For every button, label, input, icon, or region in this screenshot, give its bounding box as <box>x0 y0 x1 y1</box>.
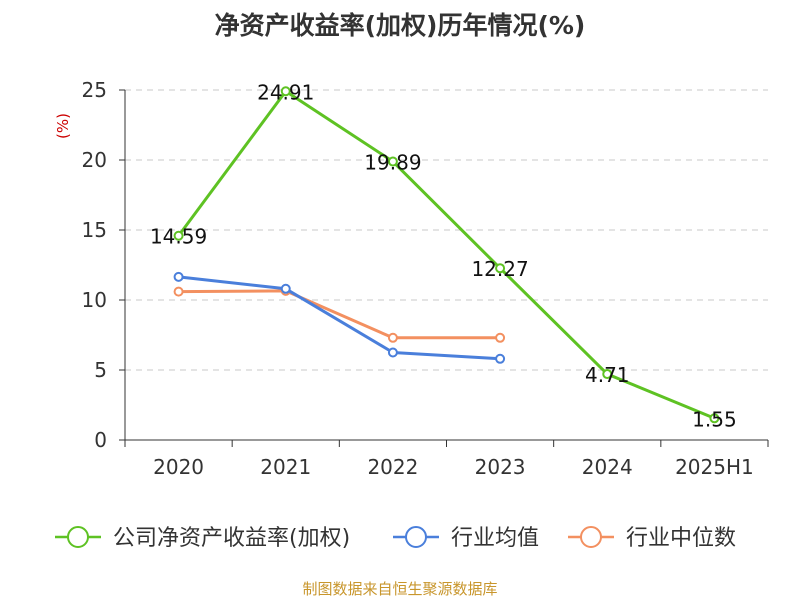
data-point <box>173 271 184 282</box>
y-tick-label: 25 <box>82 78 107 102</box>
x-tick-label: 2021 <box>260 455 311 479</box>
data-point <box>602 369 613 380</box>
data-point <box>387 347 398 358</box>
x-tick-label: 2022 <box>367 455 418 479</box>
data-label: 4.71 <box>585 363 630 387</box>
data-point <box>495 332 506 343</box>
data-point <box>709 413 720 424</box>
series-2 <box>173 285 506 343</box>
y-axis-unit-label: (%) <box>54 113 72 139</box>
data-label: 1.55 <box>692 407 737 431</box>
data-point <box>280 86 291 97</box>
data-labels: 14.59 24.91 19.89 12.27 4.71 1.55 <box>150 80 737 431</box>
legend[interactable]: 公司净资产收益率(加权) 行业均值 行业中位数 <box>55 526 736 551</box>
chart-title: 净资产收益率(加权)历年情况(%) <box>214 11 586 40</box>
grid-lines <box>125 89 768 371</box>
data-point <box>173 230 184 241</box>
source-note: 制图数据来自恒生聚源数据库 <box>302 580 498 598</box>
tick-labels: 0 5 10 15 20 25 2020 2021 2022 2023 2024 2025H1 <box>82 78 754 479</box>
data-label: 19.89 <box>364 151 421 175</box>
data-point <box>495 353 506 364</box>
legend-label: 行业均值 <box>451 526 539 551</box>
series-line <box>178 289 501 340</box>
series-line <box>178 275 501 361</box>
legend-marker-icon <box>580 526 602 548</box>
data-point <box>173 286 184 297</box>
y-tick-label: 10 <box>82 288 107 312</box>
series-line <box>177 89 715 420</box>
data-point <box>387 332 398 343</box>
legend-item[interactable]: 行业均值 <box>393 526 539 551</box>
series-0 <box>173 86 720 424</box>
legend-label: 行业中位数 <box>626 526 736 551</box>
y-tick-label: 15 <box>82 218 107 242</box>
legend-marker-icon <box>67 526 89 548</box>
data-point <box>495 263 506 274</box>
y-tick-label: 5 <box>94 358 107 382</box>
x-tick-label: 2024 <box>582 455 633 479</box>
legend-item[interactable]: 行业中位数 <box>568 526 736 551</box>
series-1 <box>173 271 506 364</box>
legend-label: 公司净资产收益率(加权) <box>113 526 350 551</box>
y-tick-label: 20 <box>82 148 107 172</box>
data-point <box>387 156 398 167</box>
x-tick-label: 2023 <box>475 455 526 479</box>
data-label: 14.59 <box>150 225 207 249</box>
axes <box>119 89 769 447</box>
x-tick-label: 2025H1 <box>675 455 754 479</box>
legend-item[interactable]: 公司净资产收益率(加权) <box>55 526 350 551</box>
x-tick-label: 2020 <box>153 455 204 479</box>
series-group <box>173 86 720 424</box>
y-tick-label: 0 <box>94 428 107 452</box>
legend-marker-icon <box>405 526 427 548</box>
data-label: 12.27 <box>471 257 528 281</box>
data-label: 24.91 <box>257 80 314 104</box>
data-point <box>280 283 291 294</box>
